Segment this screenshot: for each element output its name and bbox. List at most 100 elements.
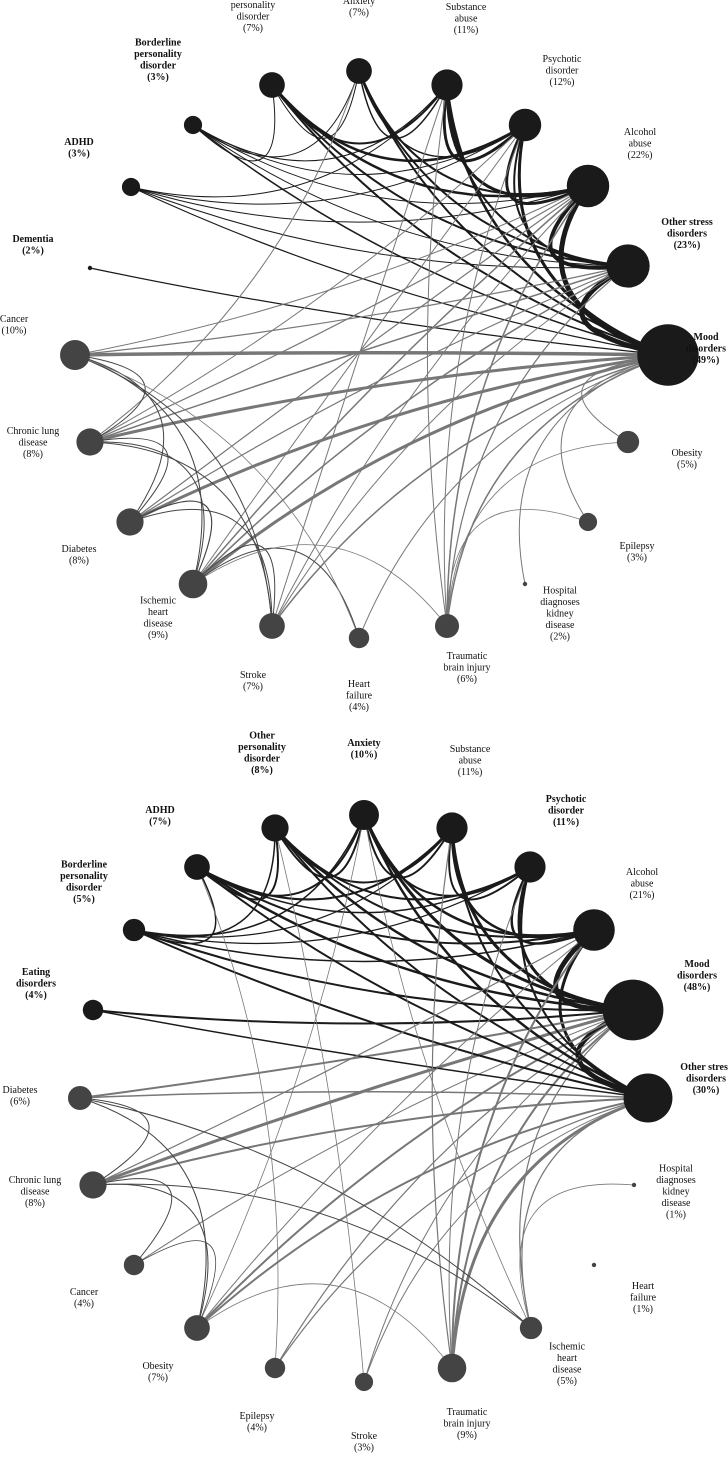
edge-anxiety-lung <box>89 70 360 443</box>
edge-stress-substance <box>451 827 649 1099</box>
edge-stress-diabetes <box>129 265 629 523</box>
edge-substance-tbi <box>426 84 448 627</box>
label-eating: Eating disorders (4%) <box>16 967 56 1001</box>
node-psychotic <box>514 851 546 883</box>
edge-diabetes-stroke <box>129 508 273 627</box>
label-alcohol: Alcohol abuse (21%) <box>626 867 658 901</box>
label-lung: Chronic lung disease (8%) <box>9 1175 62 1209</box>
node-other_personality <box>261 814 289 842</box>
edge-mood-epilepsy <box>560 354 669 523</box>
node-stress <box>606 244 650 288</box>
label-stroke: Stroke (3%) <box>351 1431 378 1454</box>
edge-substance-stroke <box>271 84 448 627</box>
node-substance <box>436 812 468 844</box>
edge-cancer-obesity <box>133 1240 217 1329</box>
edge-substance-other_personality <box>271 84 448 145</box>
edge-psychotic-tbi <box>448 866 531 1369</box>
edge-psychotic-other_personality <box>270 83 527 163</box>
label-cancer: Cancer (10%) <box>0 314 29 337</box>
edge-alcohol-tbi <box>446 185 589 627</box>
edge-psychotic-ihd <box>192 124 526 585</box>
label-epilepsy: Epilepsy (3%) <box>620 541 655 564</box>
edge-alcohol-borderline <box>133 929 595 963</box>
edge-stress-tbi <box>446 265 629 627</box>
edge-alcohol-cancer <box>74 185 589 356</box>
node-lung <box>76 428 104 456</box>
label-ihd: Ischemic heart disease (9%) <box>140 595 177 641</box>
edge-anxiety-adhd <box>196 814 365 897</box>
label-obesity: Obesity (5%) <box>671 448 702 471</box>
node-heart_failure <box>591 1262 597 1268</box>
label-ihd: Ischemic heart disease (5%) <box>549 1341 586 1387</box>
label-other_personality: Other personality disorder (8%) <box>238 730 286 776</box>
label-diabetes: Diabetes (6%) <box>3 1085 38 1108</box>
label-diabetes: Diabetes (8%) <box>62 544 97 567</box>
node-substance <box>431 69 463 101</box>
edge-lung-cancer <box>92 1178 173 1266</box>
label-cancer: Cancer (4%) <box>70 1287 99 1310</box>
node-dementia <box>87 265 93 271</box>
edge-lung-stroke <box>89 441 273 627</box>
label-epilepsy: Epilepsy (4%) <box>240 1411 275 1434</box>
node-eating <box>82 999 104 1021</box>
edge-substance-anxiety <box>363 814 453 879</box>
label-anxiety: Anxiety (10%) <box>347 738 380 761</box>
network-panel-bottom: Other personality disorder (8%) Anxiety (10%)… <box>3 730 728 1453</box>
node-heart_failure <box>348 627 370 649</box>
node-epilepsy <box>578 512 598 532</box>
edge-stress-ihd <box>192 265 629 585</box>
edge-cancer-stroke <box>74 354 273 627</box>
edge-psychotic-borderline <box>133 866 531 945</box>
edge-stress-other_personality <box>274 827 649 1099</box>
edge-lung-ihd <box>89 441 205 585</box>
label-kidney: Hospital diagnoses kidney disease (2%) <box>540 586 580 643</box>
edge-tbi-ihd <box>192 544 448 627</box>
edge-stress-obesity <box>196 1097 649 1329</box>
edge-mood-lung <box>88 353 670 444</box>
node-psychotic <box>508 108 542 142</box>
edge-mood-obesity <box>581 354 669 443</box>
edge-alcohol-lung <box>92 929 595 1186</box>
node-cancer <box>123 1254 145 1276</box>
label-obesity: Obesity (7%) <box>142 1361 173 1384</box>
label-dementia: Dementia (2%) <box>12 234 53 257</box>
edge-stress-anxiety <box>362 813 650 1100</box>
node-diabetes <box>116 508 144 536</box>
label-adhd: ADHD (7%) <box>145 805 174 828</box>
label-mood: Mood disorders (49%) <box>686 332 726 366</box>
label-substance: Substance abuse (11%) <box>450 744 491 778</box>
edge-alcohol-tbi <box>450 929 595 1369</box>
edge-substance-anxiety <box>358 70 448 140</box>
label-psychotic: Psychotic disorder (12%) <box>543 54 582 88</box>
edge-epilepsy-tbi <box>446 508 589 627</box>
node-stroke <box>354 1372 374 1392</box>
node-lung <box>79 1171 107 1199</box>
node-alcohol <box>573 909 615 951</box>
edge-mood-eating <box>92 1009 634 1025</box>
edge-ihd-heart_failure <box>192 547 360 639</box>
node-diabetes <box>67 1085 93 1111</box>
edge-alcohol-ihd <box>192 185 589 585</box>
edge-substance-adhd <box>196 827 453 901</box>
label-anxiety: Anxiety (7%) <box>343 0 375 18</box>
edge-alcohol-adhd <box>130 185 589 223</box>
node-kidney <box>631 1182 637 1188</box>
edge-mood-obesity <box>196 1009 634 1329</box>
node-tbi <box>437 1353 467 1383</box>
edge-stress-diabetes <box>79 1090 649 1099</box>
edge-ihd-stroke <box>192 544 276 627</box>
edge-mood-stroke <box>363 1009 634 1383</box>
edge-mood-diabetes <box>128 353 670 524</box>
edge-stress-epilepsy <box>274 1097 649 1369</box>
edge-substance-tbi <box>431 827 453 1369</box>
label-heart_failure: Heart failure (1%) <box>630 1281 657 1315</box>
label-alcohol: Alcohol abuse (22%) <box>624 127 656 161</box>
label-stroke: Stroke (7%) <box>240 670 267 693</box>
edge-stress-borderline <box>133 929 649 1099</box>
edge-mood-kidney <box>518 354 669 585</box>
edge-stress-adhd <box>196 866 649 1099</box>
edge-mood-adhd <box>195 865 635 1012</box>
node-anxiety <box>346 58 372 84</box>
